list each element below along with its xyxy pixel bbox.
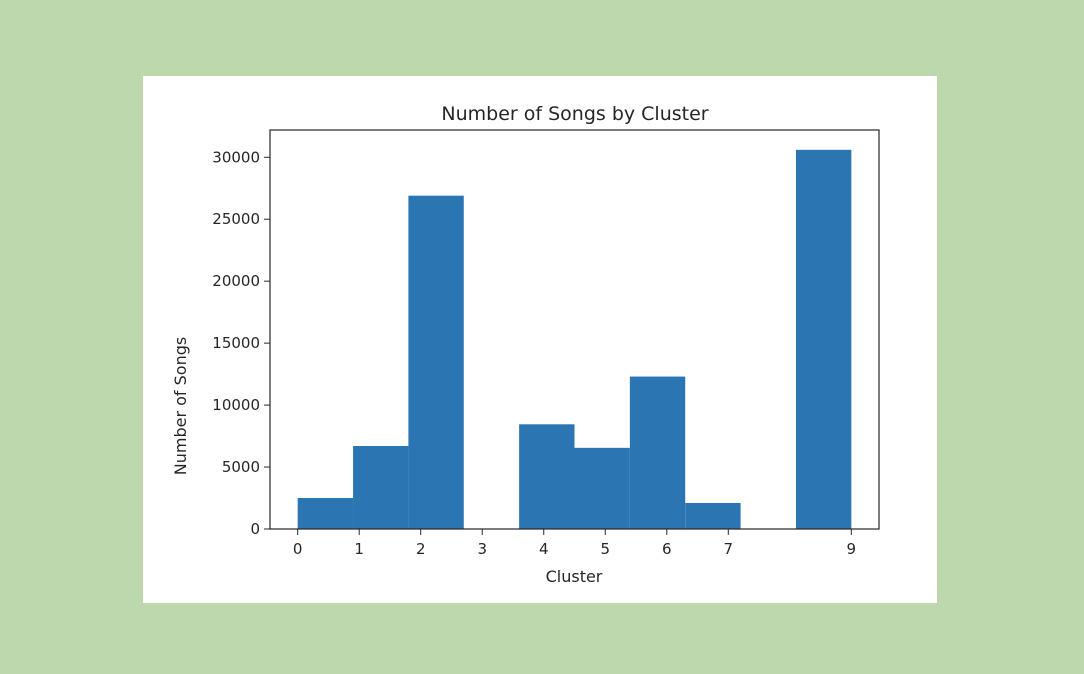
x-tick-label: 9 — [847, 540, 857, 558]
x-tick-label: 5 — [600, 540, 610, 558]
y-tick-label: 30000 — [212, 148, 260, 166]
histogram-bar-5 — [574, 447, 630, 529]
histogram-bar-4 — [519, 424, 575, 529]
bars-layer — [297, 149, 852, 529]
y-tick-label: 20000 — [212, 272, 260, 290]
histogram-bar-6 — [629, 376, 686, 529]
x-tick-label: 4 — [539, 540, 549, 558]
x-tick-label: 3 — [477, 540, 487, 558]
y-tick-label: 25000 — [212, 210, 260, 228]
y-tick-label: 0 — [250, 520, 260, 538]
y-axis-label: Number of Songs — [171, 337, 190, 475]
y-tick-label: 10000 — [212, 396, 260, 414]
x-axis-label: Cluster — [546, 567, 603, 586]
chart-panel: Number of Songs by Cluster Cluster Numbe… — [143, 76, 937, 603]
histogram-bar-1 — [353, 445, 409, 529]
ticks-layer: 0 1 2 3 4 5 6 7 9 0 5000 10000 15000 20000 25000 30000 — [212, 148, 856, 558]
x-tick-label: 0 — [293, 540, 303, 558]
y-tick-label: 5000 — [222, 458, 260, 476]
chart-title: Number of Songs by Cluster — [441, 103, 708, 125]
histogram-bar-9 — [795, 149, 852, 529]
histogram-chart: Number of Songs by Cluster Cluster Numbe… — [171, 103, 880, 586]
x-tick-label: 6 — [662, 540, 672, 558]
y-tick-label: 15000 — [212, 334, 260, 352]
plot-frame — [269, 129, 880, 530]
x-tick-label: 2 — [416, 540, 426, 558]
x-tick-label: 1 — [354, 540, 364, 558]
histogram-bar-2 — [408, 195, 464, 529]
histogram-bar-7 — [685, 502, 741, 529]
x-tick-label: 7 — [724, 540, 734, 558]
histogram-bar-0 — [297, 498, 354, 529]
